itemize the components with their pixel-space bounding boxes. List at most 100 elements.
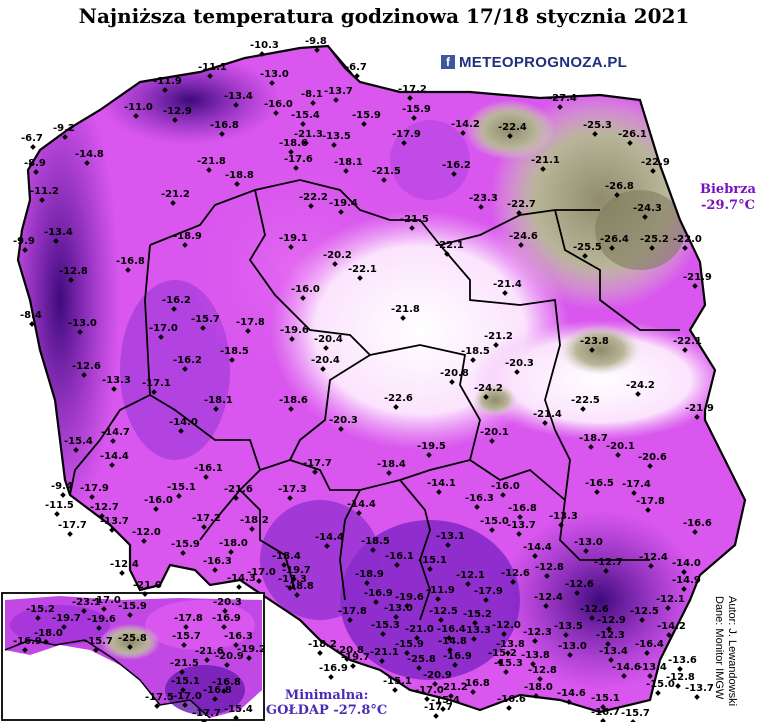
station-value: -14.8 <box>438 636 467 647</box>
station-marker <box>289 336 295 342</box>
station-value: -21.4 <box>533 409 562 420</box>
station-value: -15.2 <box>26 604 55 615</box>
main-station: -14.4 <box>100 451 129 468</box>
station-value: -11.5 <box>45 500 74 511</box>
station-value: -12.8 <box>59 266 88 277</box>
main-station: -15.1 <box>418 555 447 572</box>
station-value: -12.6 <box>501 568 530 579</box>
main-station: -14.4 <box>347 499 376 516</box>
station-marker <box>245 328 251 334</box>
main-station: -18.8 <box>285 581 314 598</box>
main-station: -22.9 <box>641 157 670 174</box>
main-station: -13.0 <box>558 641 587 658</box>
station-value: -17.2 <box>398 84 427 95</box>
station-value: -19.7 <box>341 652 370 663</box>
station-marker <box>151 389 157 395</box>
station-value: -16.1 <box>194 463 223 474</box>
station-value: -13.0 <box>558 641 587 652</box>
station-value: -15.9 <box>395 639 424 650</box>
main-station: -11.1 <box>198 62 227 79</box>
main-station: -12.8 <box>528 665 557 682</box>
station-marker <box>692 529 698 535</box>
main-station: -19.4 <box>329 198 358 215</box>
station-value: -16.3 <box>465 493 494 504</box>
station-marker <box>343 168 349 174</box>
main-station: -12.9 <box>163 106 192 123</box>
station-value: -9.8 <box>305 36 327 47</box>
station-marker <box>206 167 212 173</box>
station-value: -13.4 <box>224 91 253 102</box>
station-value: -13.4 <box>599 646 628 657</box>
station-marker <box>583 548 589 554</box>
station-marker <box>435 596 441 602</box>
station-marker <box>516 210 522 216</box>
station-value: -18.0 <box>34 628 63 639</box>
station-marker <box>427 566 433 572</box>
station-marker <box>470 689 476 695</box>
main-station: -17.7 <box>303 458 332 475</box>
main-station: -6.7 <box>345 62 367 79</box>
station-value: -18.8 <box>225 170 254 181</box>
main-station: -15.9 <box>171 539 200 556</box>
station-value: -15.4 <box>291 110 320 121</box>
main-station: -27.4 <box>548 93 577 110</box>
main-station: -18.7 <box>579 433 608 450</box>
minimum-box: Minimalna: GOŁDAP -27.8°C <box>266 688 387 718</box>
main-station: -13.7 <box>324 86 353 103</box>
station-value: -25.8 <box>407 654 436 665</box>
facebook-icon[interactable]: f <box>441 55 455 69</box>
station-value: -6.7 <box>21 133 43 144</box>
main-station: -12.7 <box>594 557 623 574</box>
main-station: -17.0 <box>149 323 178 340</box>
station-marker <box>182 702 188 708</box>
station-value: -12.9 <box>163 106 192 117</box>
station-marker <box>433 713 439 719</box>
station-marker <box>594 489 600 495</box>
station-marker <box>642 214 648 220</box>
station-value: -15.3 <box>494 658 523 669</box>
inset-station: -21.5 <box>170 658 199 675</box>
main-station: -13.4 <box>599 646 628 663</box>
main-station: -15.7 <box>621 708 650 722</box>
station-marker <box>400 315 406 321</box>
station-value: -21.2 <box>484 331 513 342</box>
station-value: -21.9 <box>683 272 712 283</box>
station-marker <box>370 547 376 553</box>
station-value: -22.7 <box>507 199 536 210</box>
main-station: -16.1 <box>385 551 414 568</box>
station-marker <box>692 283 698 289</box>
biebrza-value: -29.7°C <box>701 198 755 213</box>
station-value: -18.1 <box>334 157 363 168</box>
station-marker <box>681 586 687 592</box>
station-marker <box>533 693 539 699</box>
station-marker <box>323 345 329 351</box>
inset-station: -19.6 <box>87 614 116 631</box>
station-marker <box>22 247 28 253</box>
station-value: -21.2 <box>439 682 468 693</box>
inset-station: -17.0 <box>92 595 121 612</box>
main-station: -25.5 <box>573 242 602 259</box>
station-marker <box>249 526 255 532</box>
station-marker <box>530 661 536 667</box>
station-value: -16.8 <box>212 677 241 688</box>
station-value: -10.3 <box>250 40 279 51</box>
logo[interactable]: f METEOPROGNOZA.PL <box>441 52 627 72</box>
station-value: -26.4 <box>600 234 629 245</box>
station-value: -26.1 <box>618 129 647 140</box>
station-value: -12.6 <box>565 579 594 590</box>
station-marker <box>574 590 580 596</box>
main-station: -12.8 <box>666 672 695 689</box>
station-marker <box>338 209 344 215</box>
main-station: -25.8 <box>407 654 436 671</box>
station-marker <box>432 681 438 687</box>
station-value: -13.5 <box>554 621 583 632</box>
station-value: -12.7 <box>90 502 119 513</box>
station-marker <box>404 650 410 656</box>
station-value: -16.2 <box>162 295 191 306</box>
main-station: -12.4 <box>639 552 668 569</box>
biebrza-station: Biebrza <box>700 182 756 197</box>
station-marker <box>68 277 74 283</box>
station-value: -14.1 <box>427 478 456 489</box>
station-value: -13.7 <box>507 520 536 531</box>
station-value: -18.2 <box>308 639 337 650</box>
